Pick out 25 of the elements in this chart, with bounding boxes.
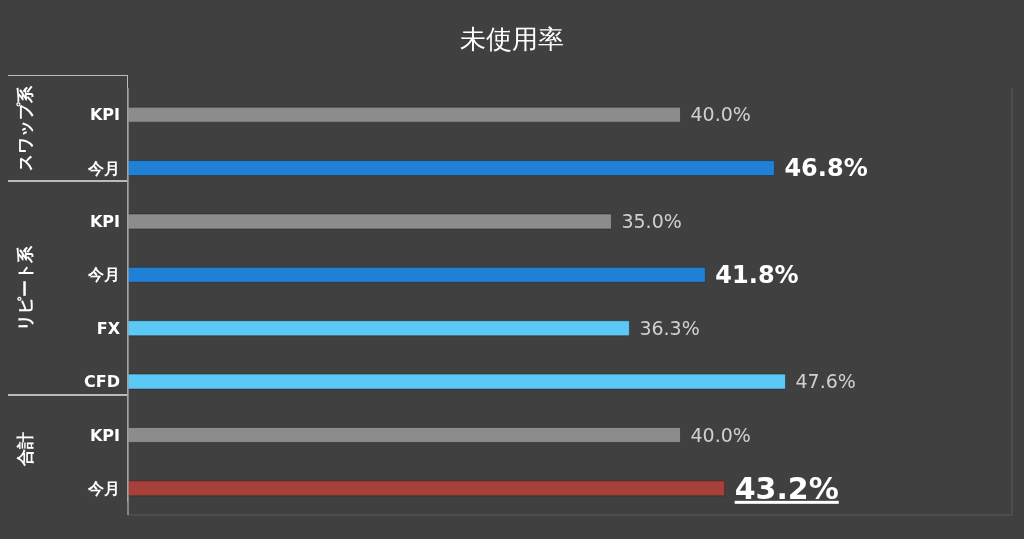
- bar: [128, 320, 630, 336]
- y-tick-label: 今月: [87, 265, 120, 285]
- data-label: 36.3%: [639, 316, 700, 339]
- bar: [128, 267, 706, 283]
- bar: [128, 106, 681, 123]
- data-label: 40.0%: [690, 423, 751, 446]
- y-tick-label: FX: [96, 318, 121, 338]
- bar: [128, 480, 725, 497]
- data-label: 40.0%: [690, 103, 751, 126]
- bar: [128, 213, 612, 230]
- y-tick-label: KPI: [89, 105, 120, 125]
- chart-title: 未使用率: [459, 23, 565, 56]
- bar: [128, 373, 786, 390]
- bar: [128, 427, 681, 443]
- y-tick-label: CFD: [84, 372, 120, 392]
- data-label: 46.8%: [784, 154, 868, 183]
- data-label: 35.0%: [621, 210, 682, 233]
- y-tick-label: KPI: [89, 425, 120, 445]
- data-label: 47.6%: [795, 370, 856, 393]
- y-tick-label: 今月: [87, 158, 120, 178]
- bar: [128, 160, 775, 176]
- y-tick-label: 今月: [87, 478, 120, 498]
- data-label: 43.2%: [734, 470, 839, 506]
- y-tick-label: KPI: [89, 212, 120, 232]
- data-label: 41.8%: [715, 261, 799, 290]
